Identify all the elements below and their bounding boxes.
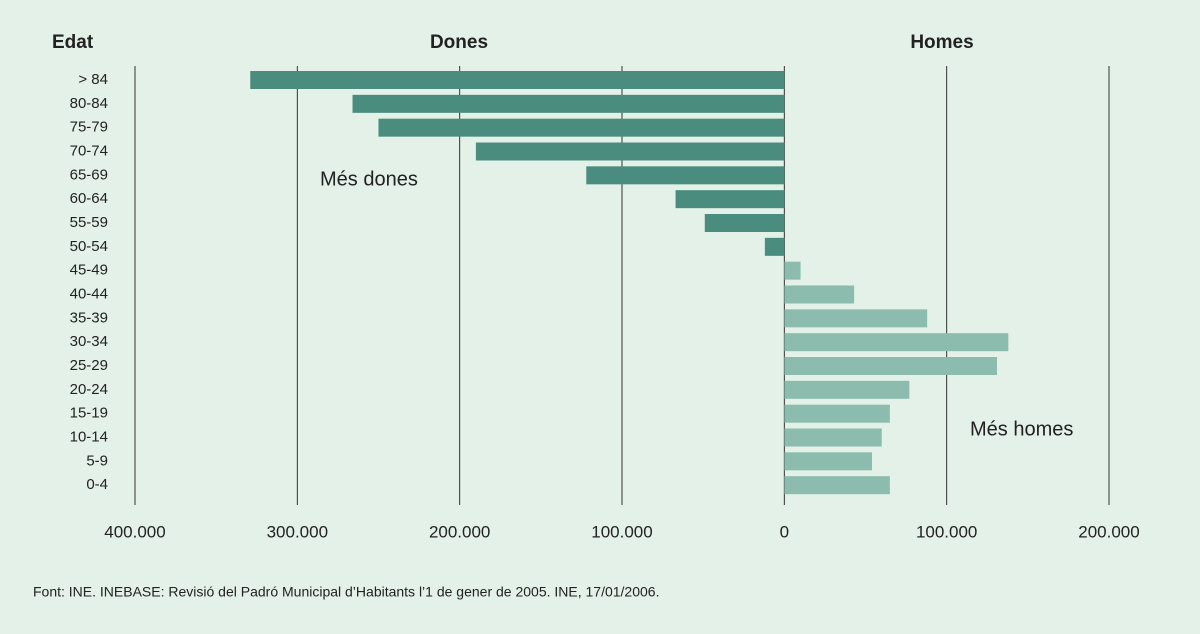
bar	[352, 94, 785, 113]
bar	[784, 404, 890, 423]
y-tick-label: 40-44	[70, 285, 108, 302]
bar	[764, 237, 785, 256]
x-tick-label: 200.000	[429, 522, 490, 541]
y-tick-label: 20-24	[70, 381, 108, 398]
bar	[586, 166, 785, 185]
x-tick-label: 400.000	[104, 522, 165, 541]
y-tick-label: 75-79	[70, 119, 108, 136]
x-tick-label: 0	[780, 522, 789, 541]
y-axis-label: Edat	[52, 32, 94, 53]
bar	[784, 428, 882, 447]
bar	[784, 261, 801, 280]
x-tick-label: 100.000	[916, 522, 977, 541]
bar	[704, 214, 785, 232]
x-tick-label: 200.000	[1078, 522, 1139, 541]
bar	[784, 357, 997, 375]
bar	[784, 476, 890, 495]
bar	[784, 452, 872, 471]
y-tick-label: 35-39	[70, 309, 108, 326]
y-tick-label: 55-59	[70, 214, 108, 231]
bar	[250, 71, 785, 89]
annotation: Més homes	[970, 418, 1073, 440]
y-tick-label: 70-74	[70, 142, 108, 159]
bar	[784, 333, 1009, 352]
y-tick-label: 0-4	[86, 476, 108, 493]
y-tick-label: 10-14	[70, 428, 108, 445]
source: Font: INE. INEBASE: Revisió del Padró Mu…	[33, 584, 659, 600]
y-tick-label: 15-19	[70, 405, 108, 422]
y-tick-label: 30-34	[70, 333, 108, 350]
bar	[784, 285, 855, 304]
y-tick-label: 25-29	[70, 357, 108, 374]
x-tick-label: 300.000	[267, 522, 328, 541]
y-tick-label: 80-84	[70, 95, 108, 112]
y-tick-label: 5-9	[86, 452, 108, 469]
bar	[378, 118, 785, 137]
x-tick-label: 100.000	[591, 522, 652, 541]
bar	[784, 380, 910, 399]
annotation: Més dones	[320, 168, 418, 190]
y-tick-label: 45-49	[70, 262, 108, 279]
y-tick-label: 50-54	[70, 238, 108, 255]
bar	[784, 309, 928, 328]
bar	[675, 190, 785, 209]
y-tick-label: > 84	[78, 71, 108, 88]
y-tick-label: 65-69	[70, 166, 108, 183]
bar	[475, 142, 785, 161]
y-tick-label: 60-64	[70, 190, 108, 207]
side-label: Dones	[430, 32, 488, 53]
side-label: Homes	[910, 32, 973, 53]
